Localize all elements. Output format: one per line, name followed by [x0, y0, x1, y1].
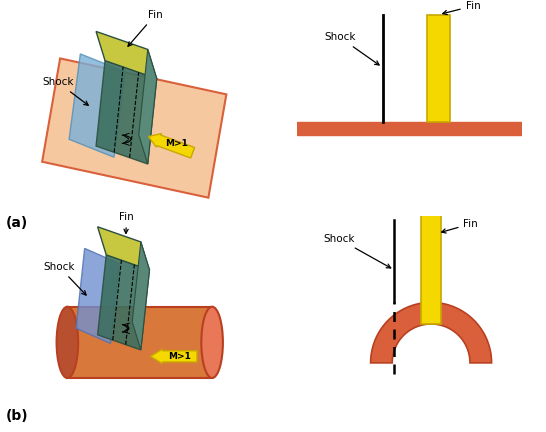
Bar: [297, 122, 522, 135]
Ellipse shape: [201, 307, 223, 378]
Text: Shock: Shock: [323, 234, 391, 268]
Text: Fin: Fin: [128, 10, 163, 46]
Polygon shape: [96, 32, 157, 79]
Polygon shape: [132, 242, 150, 350]
Text: Fin: Fin: [119, 212, 134, 233]
Text: M>1: M>1: [165, 139, 188, 148]
Text: Shock: Shock: [44, 262, 86, 295]
Bar: [428, 15, 450, 122]
Text: (b): (b): [5, 410, 28, 423]
Text: M>1: M>1: [168, 352, 191, 361]
Polygon shape: [98, 227, 150, 270]
Polygon shape: [96, 60, 157, 164]
Ellipse shape: [57, 307, 78, 378]
Polygon shape: [139, 49, 157, 164]
Text: Shock: Shock: [42, 77, 88, 105]
Polygon shape: [98, 255, 150, 350]
Text: Fin: Fin: [442, 219, 478, 233]
Polygon shape: [69, 54, 125, 157]
FancyArrow shape: [149, 133, 194, 158]
Polygon shape: [371, 302, 491, 363]
Polygon shape: [42, 58, 227, 198]
Polygon shape: [76, 248, 119, 343]
FancyArrow shape: [151, 349, 197, 364]
Text: Fin: Fin: [443, 1, 480, 15]
Bar: [422, 205, 441, 324]
Polygon shape: [67, 307, 212, 378]
Text: Shock: Shock: [324, 32, 379, 65]
Text: (a): (a): [5, 216, 28, 230]
